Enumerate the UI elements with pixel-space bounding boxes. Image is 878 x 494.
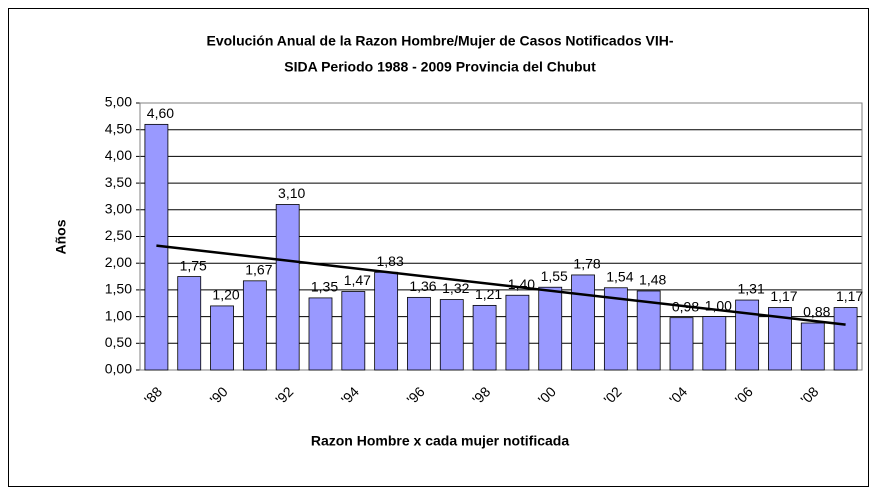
trend-line [156,244,846,326]
y-tick-label: 5,00 [105,94,132,110]
value-label: 1,36 [409,278,436,294]
value-label: 3,10 [278,185,305,201]
y-tick-label: 1,00 [105,307,132,323]
bar [439,299,464,371]
y-axis-label: Años [53,219,69,254]
bar [735,299,760,371]
value-label: 1,17 [836,288,863,304]
chart-title: Evolución Anual de la Razon Hombre/Mujer… [207,33,674,49]
bar [800,322,825,371]
value-label: 1,21 [475,286,502,302]
x-axis-label: Razon Hombre x cada mujer notificada [311,433,569,449]
bar [275,204,300,371]
y-tick-label: 2,00 [105,254,132,270]
bar [341,291,366,371]
bar [538,286,563,371]
value-label: 1,31 [738,281,765,297]
bar [636,290,661,371]
value-label: 1,75 [180,257,207,273]
bar [603,287,628,371]
y-tick-label: 0,00 [105,361,132,377]
y-tick-label: 3,00 [105,201,132,217]
bar [472,304,497,371]
value-label: 1,20 [212,287,239,303]
bar [833,307,858,371]
value-label: 4,60 [147,105,174,121]
value-label: 1,55 [541,268,568,284]
y-tick-label: 4,00 [105,147,132,163]
value-label: 1,83 [377,253,404,269]
bar [177,276,202,371]
bar [571,274,595,371]
y-tick-label: 0,50 [105,334,132,350]
y-tick-label: 4,50 [105,120,132,136]
value-label: 0,88 [803,304,830,320]
value-label: 1,35 [311,279,338,295]
bar [702,316,727,371]
chart-subtitle: SIDA Periodo 1988 - 2009 Provincia del C… [284,59,596,75]
value-label: 1,78 [573,256,600,272]
bar [210,305,234,371]
bar [505,294,530,371]
bar [669,317,694,371]
value-label: 1,48 [639,272,666,288]
value-label: 1,47 [344,272,371,288]
plot-border [139,102,863,371]
value-label: 1,32 [442,280,469,296]
y-tick-label: 3,50 [105,174,132,190]
value-label: 1,67 [245,262,272,278]
bar [768,307,792,371]
bar [242,280,267,371]
bar [407,296,431,371]
y-tick-label: 2,50 [105,227,132,243]
value-label: 1,17 [770,288,797,304]
value-label: 1,54 [606,268,633,284]
bar [374,271,399,371]
bar [308,297,333,371]
y-tick-label: 1,50 [105,281,132,297]
